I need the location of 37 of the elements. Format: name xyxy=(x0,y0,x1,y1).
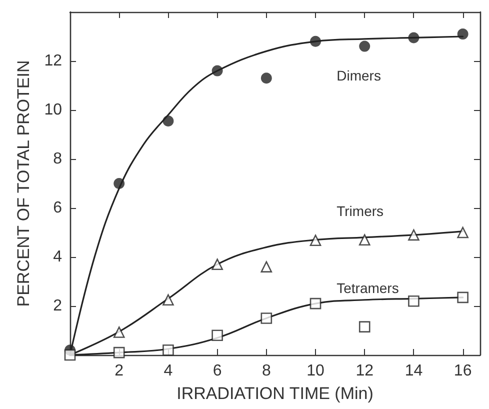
point xyxy=(212,65,223,76)
x-tick-label: 4 xyxy=(164,362,173,380)
point xyxy=(212,330,223,342)
x-tick-label: 12 xyxy=(356,362,374,380)
point xyxy=(162,116,174,127)
x-tick-label: 2 xyxy=(114,362,124,380)
y-tick-label: 12 xyxy=(44,52,62,70)
series-label: Trimers xyxy=(336,202,384,219)
point xyxy=(457,292,468,304)
point xyxy=(64,349,76,361)
series-label: Tetramers xyxy=(336,280,399,296)
point xyxy=(457,28,468,40)
point xyxy=(113,346,125,358)
y-tick-label: 6 xyxy=(53,200,62,216)
x-tick-label: 8 xyxy=(262,362,271,380)
point xyxy=(260,312,272,324)
point xyxy=(310,36,322,47)
point xyxy=(408,295,420,307)
y-tick-label: 10 xyxy=(44,102,62,118)
x-tick-label: 14 xyxy=(404,362,423,380)
x-tick-label: 6 xyxy=(212,362,222,380)
point xyxy=(310,298,322,310)
y-tick-label: 8 xyxy=(53,150,62,168)
x-tick-label: 10 xyxy=(306,362,325,380)
point xyxy=(358,321,370,332)
point xyxy=(408,32,420,44)
y-tick-label: 2 xyxy=(53,298,62,314)
series-label: Dimers xyxy=(336,67,381,84)
point xyxy=(162,344,174,356)
point xyxy=(260,72,272,84)
x-tick-label: 16 xyxy=(454,362,472,380)
point xyxy=(359,40,370,52)
point xyxy=(114,178,125,189)
point xyxy=(408,229,420,241)
x-axis-title: IRRADIATION TIME (Min) xyxy=(176,384,374,403)
y-axis-title: PERCENT OF TOTAL PROTEIN xyxy=(14,60,33,307)
y-tick-label: 4 xyxy=(53,248,62,266)
